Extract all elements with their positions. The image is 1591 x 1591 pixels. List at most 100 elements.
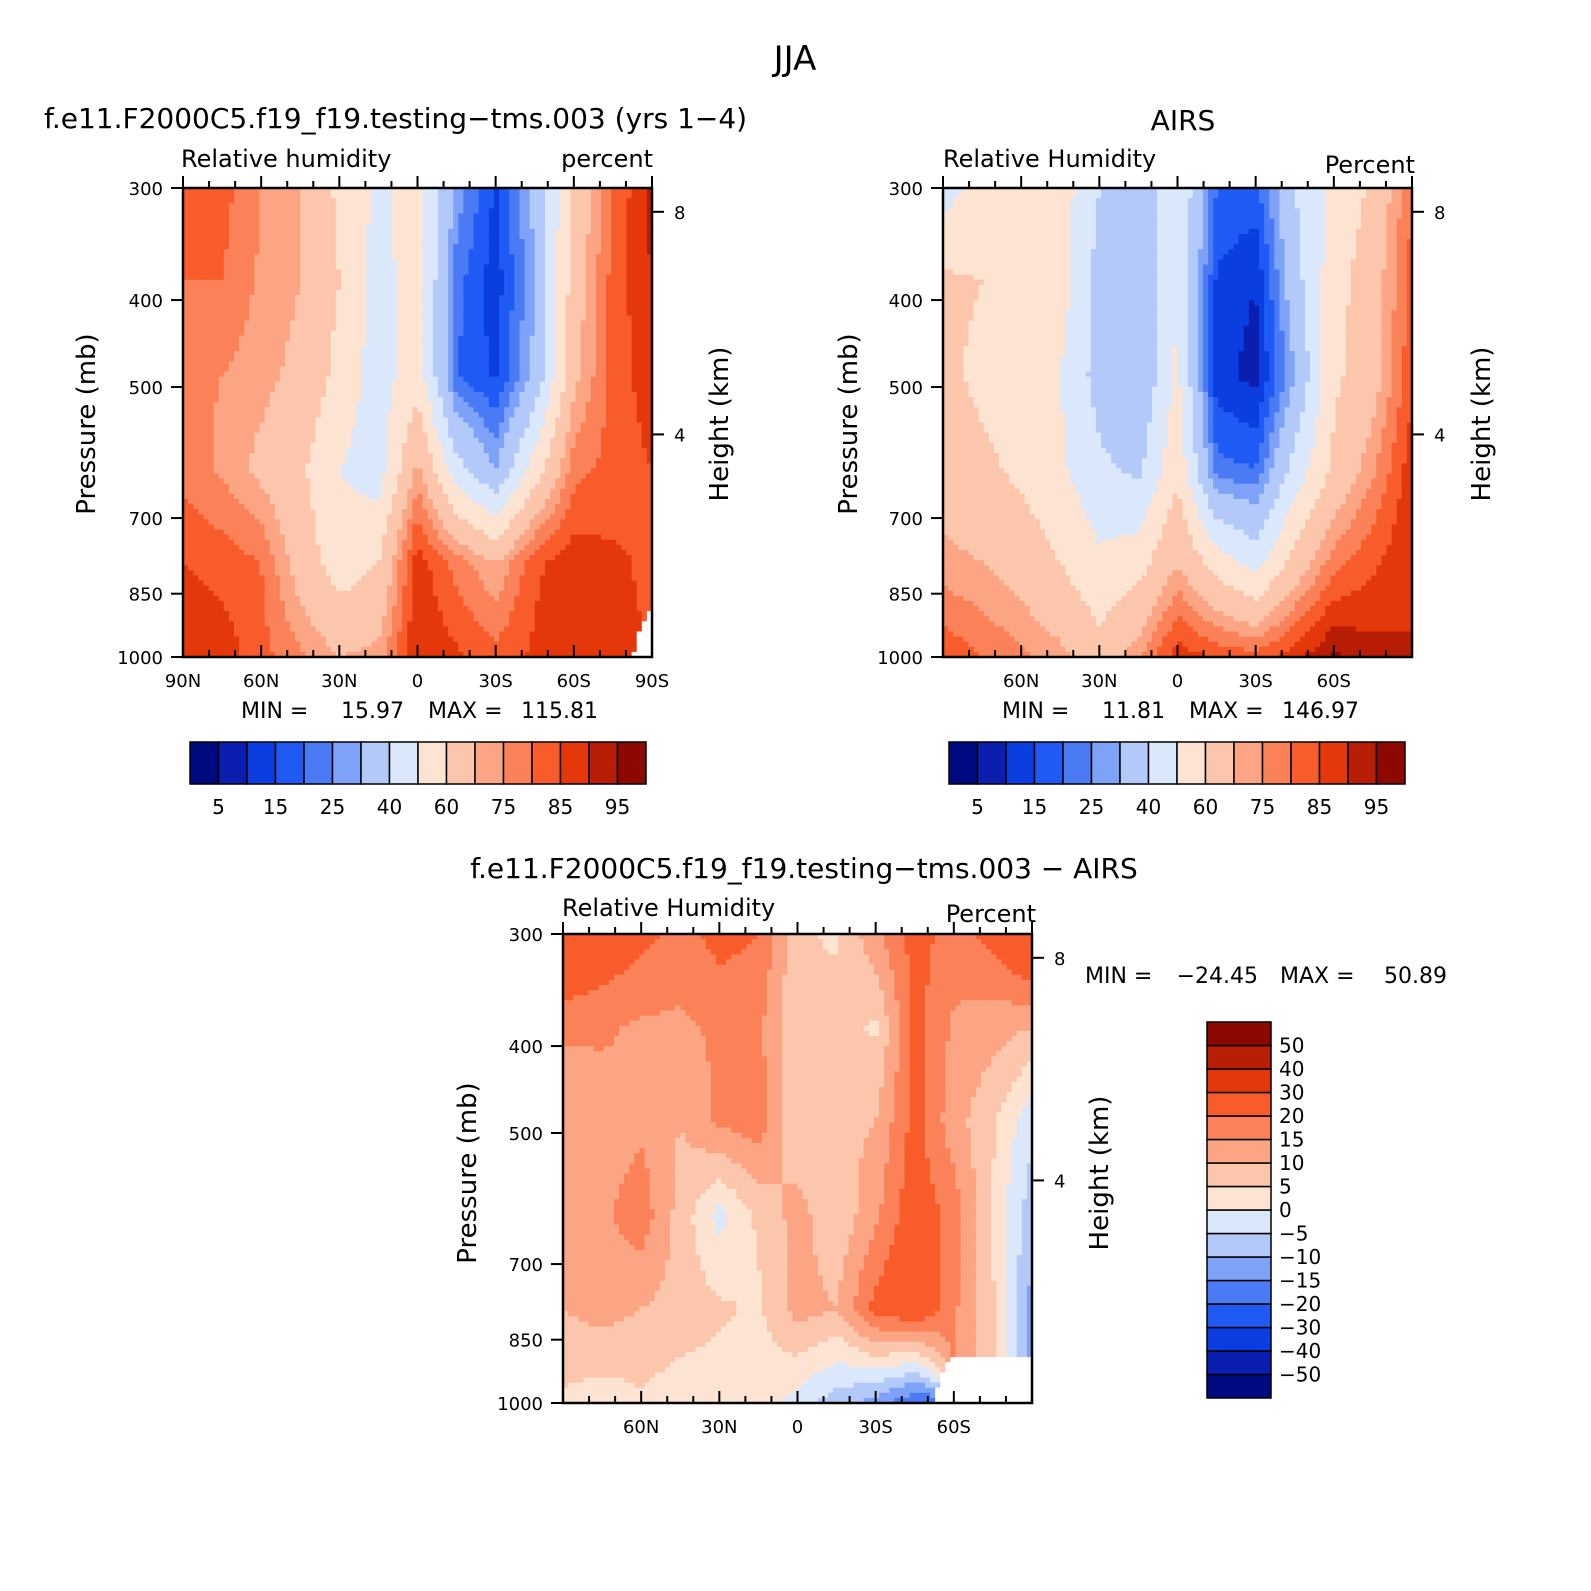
field-cell bbox=[279, 453, 286, 459]
field-cell bbox=[412, 335, 419, 342]
field-cell bbox=[284, 330, 291, 337]
field-cell bbox=[371, 386, 378, 393]
field-cell bbox=[295, 305, 301, 311]
field-cell bbox=[432, 447, 439, 454]
field-cell bbox=[249, 254, 255, 260]
field-cell bbox=[330, 208, 337, 215]
field-cell bbox=[274, 264, 281, 271]
field-cell bbox=[621, 223, 628, 230]
field-cell bbox=[580, 315, 587, 322]
field-cell bbox=[366, 422, 373, 429]
field-cell bbox=[631, 422, 638, 429]
field-cell bbox=[499, 407, 505, 413]
field-cell bbox=[233, 305, 240, 311]
field-cell bbox=[636, 223, 643, 230]
field-cell bbox=[524, 437, 531, 444]
field-cell bbox=[233, 218, 240, 225]
field-cell bbox=[616, 407, 623, 413]
field-cell bbox=[458, 437, 464, 444]
field-cell bbox=[412, 254, 419, 260]
field-cell bbox=[483, 218, 490, 225]
field-cell bbox=[228, 228, 235, 235]
field-cell bbox=[269, 269, 276, 276]
field-cell bbox=[325, 244, 332, 250]
field-cell bbox=[519, 381, 526, 388]
field-cell bbox=[325, 432, 332, 439]
field-cell bbox=[463, 432, 470, 439]
field-cell bbox=[402, 453, 408, 459]
field-cell bbox=[203, 208, 210, 215]
field-cell bbox=[524, 335, 531, 342]
field-cell bbox=[315, 346, 322, 352]
field-cell bbox=[555, 310, 561, 317]
field-cell bbox=[453, 193, 459, 199]
field-cell bbox=[320, 340, 327, 347]
field-cell bbox=[183, 213, 189, 220]
field-cell bbox=[284, 412, 291, 418]
field-cell bbox=[636, 193, 643, 199]
field-cell bbox=[228, 289, 235, 296]
field-cell bbox=[432, 310, 439, 317]
field-cell bbox=[392, 300, 398, 306]
field-cell bbox=[601, 315, 607, 322]
field-cell bbox=[386, 213, 393, 220]
field-cell bbox=[575, 437, 582, 444]
field-cell bbox=[585, 402, 592, 408]
field-cell bbox=[356, 223, 363, 230]
field-cell bbox=[198, 366, 204, 373]
field-cell bbox=[223, 351, 230, 357]
field-cell bbox=[453, 284, 459, 291]
field-cell bbox=[315, 244, 322, 250]
field-cell bbox=[290, 279, 296, 286]
field-cell bbox=[183, 463, 189, 469]
field-cell bbox=[478, 198, 485, 204]
field-cell bbox=[514, 198, 521, 204]
field-cell bbox=[407, 203, 413, 209]
field-cell bbox=[590, 295, 597, 301]
field-cell bbox=[198, 407, 204, 413]
field-cell bbox=[335, 447, 342, 454]
field-cell bbox=[442, 218, 449, 225]
field-cell bbox=[239, 453, 245, 459]
field-cell bbox=[499, 397, 505, 403]
field-cell bbox=[254, 213, 261, 220]
field-cell bbox=[534, 208, 541, 215]
field-cell bbox=[208, 188, 215, 194]
field-cell bbox=[249, 284, 255, 291]
field-cell bbox=[544, 218, 551, 225]
field-cell bbox=[493, 249, 500, 255]
field-cell bbox=[310, 412, 317, 418]
field-cell bbox=[524, 238, 531, 245]
field-cell bbox=[432, 238, 439, 245]
field-cell bbox=[223, 442, 230, 449]
field-cell bbox=[188, 340, 194, 347]
field-cell bbox=[310, 264, 317, 271]
field-cell bbox=[376, 330, 383, 337]
field-cell bbox=[473, 203, 480, 209]
field-cell bbox=[529, 254, 536, 260]
field-cell bbox=[295, 310, 301, 317]
field-cell bbox=[193, 386, 199, 393]
field-cell bbox=[570, 381, 577, 388]
field-cell bbox=[550, 442, 556, 449]
field-cell bbox=[580, 310, 587, 317]
field-cell bbox=[208, 458, 215, 464]
field-cell bbox=[402, 284, 408, 291]
field-cell bbox=[555, 264, 561, 271]
field-cell bbox=[376, 427, 383, 434]
field-cell bbox=[458, 193, 464, 199]
field-cell bbox=[310, 274, 317, 281]
field-cell bbox=[392, 427, 398, 434]
field-cell bbox=[188, 356, 194, 362]
field-cell bbox=[366, 269, 373, 276]
field-cell bbox=[509, 238, 515, 245]
field-cell bbox=[305, 325, 312, 332]
field-cell bbox=[427, 228, 434, 235]
field-cell bbox=[310, 386, 317, 393]
field-cell bbox=[356, 233, 363, 240]
field-cell bbox=[641, 213, 648, 220]
field-cell bbox=[233, 228, 240, 235]
field-cell bbox=[320, 335, 327, 342]
field-cell bbox=[473, 453, 480, 459]
field-cell bbox=[407, 371, 413, 378]
